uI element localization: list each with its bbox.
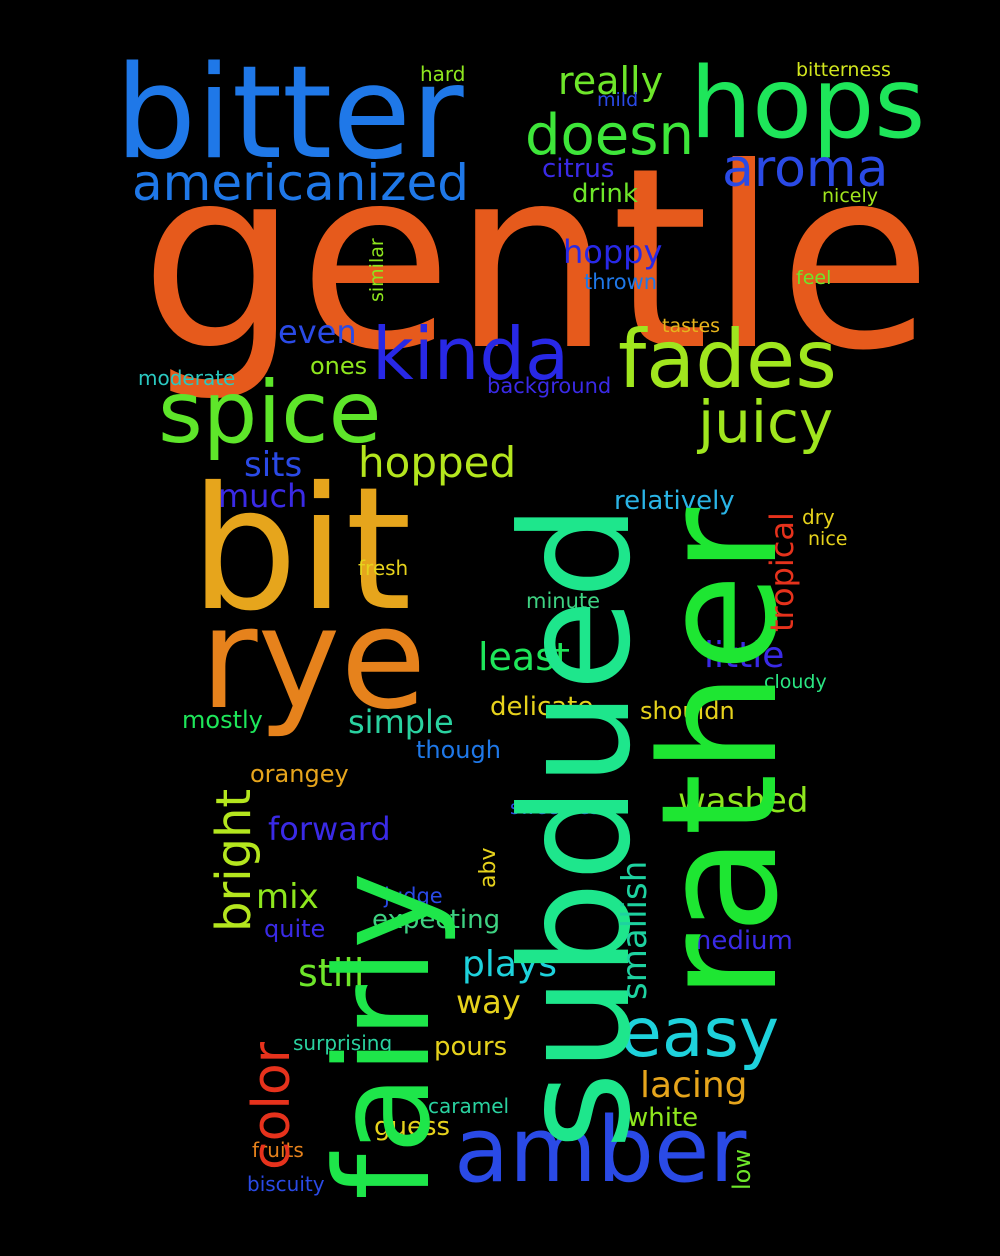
word-cloudy: cloudy [764,671,827,693]
word-medium: medium [686,926,793,956]
word-similar: similar [366,238,388,302]
word-even: even [278,313,357,351]
word-hoppy: hoppy [563,233,663,271]
word-fades: fades [618,313,837,406]
word-plays: plays [462,944,557,985]
word-easy: easy [620,994,780,1073]
word-doesn: doesn [525,103,694,168]
word-ones: ones [310,352,368,380]
word-nice: nice [808,528,848,550]
word-fairly: fairly [307,871,459,1200]
word-much: much [218,477,308,515]
word-though: though [416,736,501,764]
word-little: little [704,635,785,676]
word-shouldn: shouldn [640,697,735,725]
word-lacing: lacing [640,1065,748,1106]
word-abv: abv [476,847,501,888]
word-forward: forward [268,810,391,848]
word-aroma: aroma [722,139,889,199]
word-hopped: hopped [358,438,517,487]
word-mild: mild [597,89,639,111]
word-fresh: fresh [358,556,409,580]
word-color: color [242,1041,302,1170]
word-pours: pours [434,1032,508,1062]
word-delicate: delicate [490,692,594,722]
word-kinda: kinda [372,312,570,396]
word-rye: rye [200,578,427,741]
word-drink: drink [572,179,638,209]
word-sweetness: sweetness [510,797,610,819]
word-surprising: surprising [293,1031,393,1055]
word-guess: guess [374,1112,451,1142]
word-orangey: orangey [250,760,349,788]
word-low: low [728,1149,756,1190]
word-bright: bright [206,788,262,932]
word-minute: minute [526,589,601,613]
word-simple: simple [348,703,454,741]
word-thrown: thrown [584,270,658,294]
word-spice: spice [158,363,382,463]
word-quite: quite [264,915,326,943]
word-least: least [478,635,570,679]
word-tropical: tropical [763,512,801,632]
word-biscuity: biscuity [247,1172,325,1196]
word-way: way [456,983,521,1021]
word-amber: amber [454,1098,747,1203]
word-americanized: americanized [132,154,470,212]
word-hops: hops [690,47,926,161]
word-gentle: gentle [140,114,933,405]
word-citrus: citrus [542,154,615,184]
word-smallish: smallish [615,860,655,1000]
word-nicely: nicely [822,185,878,207]
word-caramel: caramel [428,1094,510,1118]
word-washed: washed [678,781,809,821]
word-hard: hard [420,62,466,86]
word-feel: feel [796,267,832,289]
word-relatively: relatively [614,486,735,516]
word-sits: sits [244,445,303,485]
word-tastes: tastes [662,315,721,337]
word-bitter: bitter [115,39,464,188]
word-mostly: mostly [182,706,263,734]
word-still: still [298,951,365,995]
word-judge: judge [384,884,443,908]
word-bit: bit [190,451,412,649]
word-expecting: expecting [372,905,501,935]
word-background: background [487,374,612,398]
word-fruits: fruits [252,1138,304,1162]
word-white: white [627,1103,699,1133]
word-dry: dry [802,505,835,529]
word-moderate: moderate [138,366,236,390]
word-juicy: juicy [698,388,834,456]
word-mix: mix [256,877,319,917]
word-bitterness: bitterness [796,59,891,81]
word-really: really [558,59,664,103]
